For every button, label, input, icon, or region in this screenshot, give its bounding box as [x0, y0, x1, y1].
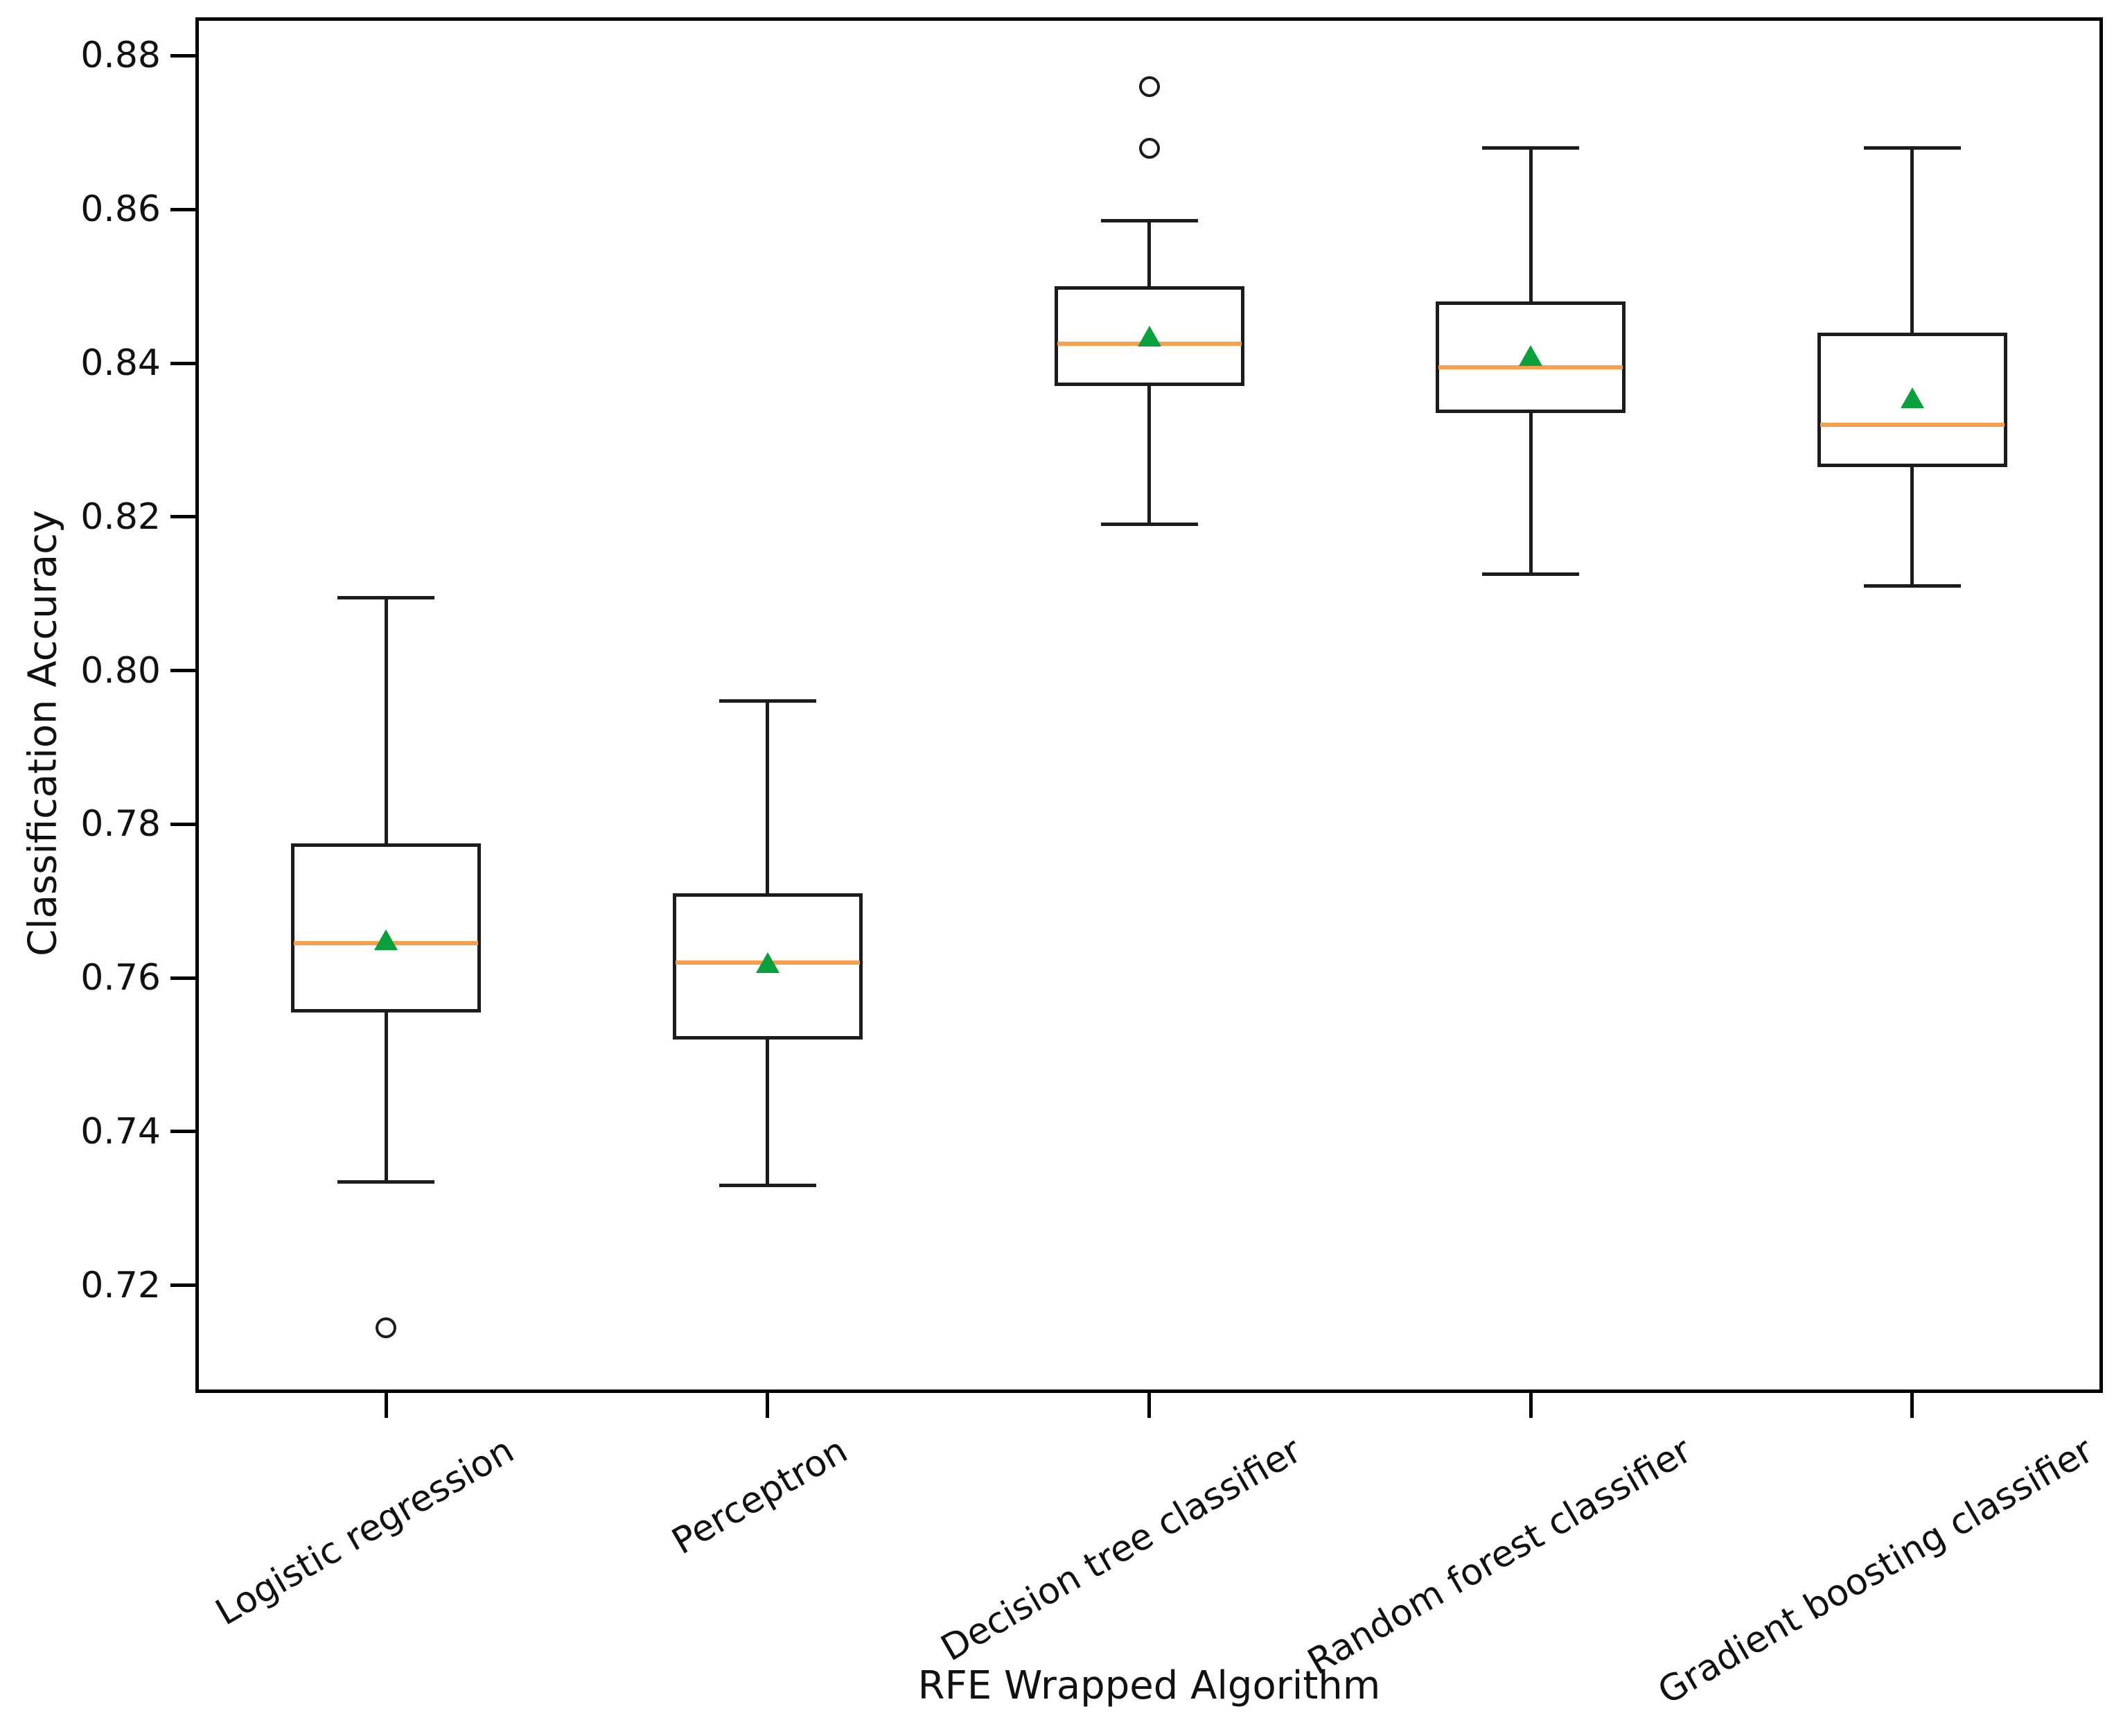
y-tick-label: 0.74 — [80, 1110, 161, 1152]
y-tick-mark — [170, 1283, 195, 1288]
box-gradient-boosting-classifier — [1817, 332, 2007, 467]
outlier-marker — [1138, 137, 1160, 159]
y-tick-mark — [170, 669, 195, 673]
x-tick-label-decision-tree-classifier: Decision tree classifier — [933, 1429, 1308, 1670]
y-tick-label: 0.76 — [80, 957, 161, 999]
y-tick-label: 0.72 — [80, 1264, 161, 1306]
y-tick-label: 0.78 — [80, 803, 161, 845]
upper-whisker-cap — [1100, 219, 1198, 223]
lower-whisker-cap — [1863, 584, 1961, 588]
median-line — [1438, 365, 1623, 369]
plot-area — [195, 17, 2103, 1393]
upper-whisker-line — [766, 701, 770, 894]
y-tick-label: 0.88 — [80, 35, 161, 77]
x-tick-mark — [1529, 1393, 1533, 1418]
box-logistic-regression — [291, 843, 482, 1013]
mean-triangle-marker — [1519, 344, 1543, 366]
upper-whisker-cap — [719, 699, 816, 703]
y-tick-label: 0.80 — [80, 649, 161, 692]
y-axis-title: Classification Accuracy — [20, 509, 66, 956]
y-tick-mark — [170, 207, 195, 211]
mean-triangle-marker — [374, 929, 398, 950]
box-perceptron — [672, 893, 863, 1040]
y-tick-mark — [170, 822, 195, 826]
mean-triangle-marker — [1137, 326, 1161, 347]
mean-triangle-marker — [1900, 387, 1924, 408]
upper-whisker-line — [1910, 148, 1914, 333]
mean-triangle-marker — [755, 952, 779, 973]
y-tick-mark — [170, 515, 195, 519]
x-tick-label-perceptron: Perceptron — [664, 1429, 855, 1563]
lower-whisker-line — [1147, 386, 1151, 525]
lower-whisker-cap — [719, 1184, 816, 1188]
x-tick-label-logistic-regression: Logistic regression — [209, 1429, 521, 1634]
lower-whisker-line — [766, 1039, 770, 1186]
outlier-marker — [376, 1317, 397, 1338]
y-tick-label: 0.82 — [80, 496, 161, 538]
x-tick-mark — [766, 1393, 770, 1418]
lower-whisker-cap — [1100, 523, 1198, 527]
lower-whisker-line — [384, 1012, 388, 1182]
box-random-forest-classifier — [1436, 301, 1626, 414]
lower-whisker-line — [1529, 413, 1533, 575]
x-tick-mark — [384, 1393, 388, 1418]
median-line — [1820, 422, 2005, 427]
upper-whisker-line — [384, 597, 388, 844]
upper-whisker-line — [1529, 148, 1533, 302]
x-tick-mark — [1147, 1393, 1151, 1418]
y-tick-label: 0.84 — [80, 342, 161, 385]
upper-whisker-line — [1147, 220, 1151, 287]
y-tick-mark — [170, 1130, 195, 1134]
outlier-marker — [1138, 76, 1160, 97]
x-tick-label-random-forest-classifier: Random forest classifier — [1301, 1429, 1699, 1683]
x-axis-title: RFE Wrapped Algorithm — [917, 1663, 1381, 1708]
lower-whisker-line — [1910, 466, 1914, 586]
lower-whisker-cap — [337, 1180, 435, 1184]
y-tick-mark — [170, 976, 195, 980]
upper-whisker-cap — [1482, 146, 1580, 150]
y-tick-label: 0.86 — [80, 188, 161, 231]
y-tick-mark — [170, 361, 195, 365]
y-tick-mark — [170, 53, 195, 58]
x-tick-label-gradient-boosting-classifier: Gradient boosting classifier — [1651, 1429, 2101, 1713]
box-decision-tree-classifier — [1054, 286, 1244, 387]
lower-whisker-cap — [1482, 572, 1580, 577]
upper-whisker-cap — [337, 595, 435, 599]
upper-whisker-cap — [1863, 146, 1961, 150]
x-tick-mark — [1910, 1393, 1914, 1418]
